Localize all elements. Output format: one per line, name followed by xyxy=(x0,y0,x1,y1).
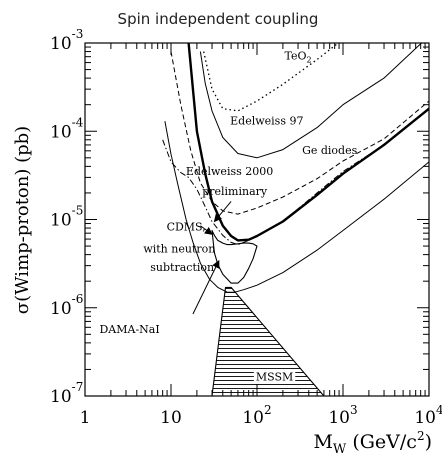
annotation-with-neutron: with neutron xyxy=(143,243,215,256)
curve-edelweiss-2000-preliminary xyxy=(187,43,429,242)
annotation-mssm: MSSM xyxy=(256,370,293,383)
x-axis-label-close: ) xyxy=(425,431,432,453)
y-tick-label: 10-3 xyxy=(50,27,83,54)
x-axis-label-rest: (GeV/c xyxy=(346,431,417,453)
region-dama-nai xyxy=(211,229,258,284)
y-tick-label: 10-6 xyxy=(50,292,83,319)
x-tick-label: 103 xyxy=(328,403,357,428)
x-tick-labels: 1 10 102 103 104 xyxy=(80,403,442,428)
annotation-subtraction: subtraction xyxy=(150,261,214,274)
chart-title: Spin independent coupling xyxy=(118,10,319,28)
annotation-edelweiss-2000: Edelweiss 2000 xyxy=(186,165,273,178)
curve-unlabeled-3 xyxy=(162,108,429,246)
y-axis-label: σ(Wimp-proton) (pb) xyxy=(12,126,33,314)
y-tick-label: 10-7 xyxy=(50,380,83,407)
edelweiss-2000-arrow xyxy=(213,201,232,223)
curves xyxy=(162,43,429,293)
curve-cdms-with-neutron-subtraction xyxy=(164,121,429,293)
annotation-preliminary: preliminary xyxy=(202,185,268,198)
curve-ge-diodes xyxy=(170,51,429,215)
mssm-label-bg xyxy=(253,370,296,384)
x-tick-label: 10 xyxy=(160,408,182,428)
y-tick-label: 10-4 xyxy=(50,115,84,142)
y-tick-labels: 10-7 10-6 10-5 10-4 10-3 xyxy=(50,27,84,407)
x-tick-label: 104 xyxy=(414,403,442,428)
curve-edelweiss-97 xyxy=(199,43,423,159)
x-axis-label-sup: 2 xyxy=(417,429,425,443)
annotation-cdms: CDMS, xyxy=(167,221,206,234)
annotation-teo: TeO2 xyxy=(284,50,311,65)
annotation-dama-nai: DAMA-NaI xyxy=(99,323,159,336)
x-tick-label: 102 xyxy=(242,403,271,428)
y-tick-label: 10-5 xyxy=(50,204,83,231)
curve-teo2 xyxy=(203,43,340,112)
arrows xyxy=(192,201,232,315)
x-axis-label-sub: W xyxy=(333,442,347,457)
dama-arrow xyxy=(192,259,220,315)
x-axis-label: MW (GeV/c2) xyxy=(313,429,432,457)
x-axis-label-main: M xyxy=(313,431,332,453)
region-mssm xyxy=(211,286,325,396)
regions xyxy=(211,229,325,396)
cdms-arrow xyxy=(200,225,213,235)
annotations: TeO2 Edelweiss 97 Ge diodes Edelweiss 2000 p… xyxy=(99,50,358,384)
annotation-ge-diodes: Ge diodes xyxy=(302,144,358,157)
x-tick-label: 1 xyxy=(80,408,91,428)
annotation-edelweiss-97: Edelweiss 97 xyxy=(230,114,303,127)
